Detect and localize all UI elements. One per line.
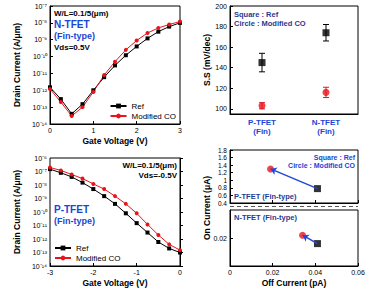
svg-text:Vds=0.5V: Vds=0.5V <box>54 43 90 52</box>
svg-text:10⁻¹³: 10⁻¹³ <box>33 249 48 256</box>
svg-text:Vds=-0.5V: Vds=-0.5V <box>139 171 178 180</box>
svg-text:10⁻⁹: 10⁻⁹ <box>34 195 47 202</box>
svg-text:10⁻¹²: 10⁻¹² <box>33 87 48 94</box>
svg-text:P-TFET: P-TFET <box>54 204 89 215</box>
svg-text:N-TFET: N-TFET <box>54 19 90 30</box>
svg-text:1: 1 <box>223 177 227 184</box>
svg-text:(Fin): (Fin) <box>253 127 271 136</box>
svg-text:1.2: 1.2 <box>218 169 227 176</box>
svg-text:Square : Ref: Square : Ref <box>234 10 279 19</box>
svg-text:1: 1 <box>91 127 95 134</box>
svg-text:10⁻¹²: 10⁻¹² <box>33 236 48 243</box>
svg-text:3: 3 <box>178 127 182 134</box>
svg-text:Gate Voltage (V): Gate Voltage (V) <box>82 136 147 146</box>
svg-text:-1: -1 <box>134 269 140 276</box>
svg-text:N-TFET: N-TFET <box>312 118 341 127</box>
svg-text:200: 200 <box>215 3 227 10</box>
svg-text:10⁻¹³: 10⁻¹³ <box>33 104 48 111</box>
svg-text:Modified CO: Modified CO <box>132 112 176 121</box>
svg-text:10⁻⁷: 10⁻⁷ <box>35 3 48 10</box>
svg-text:0.02: 0.02 <box>266 269 280 276</box>
svg-text:0.8: 0.8 <box>218 184 227 191</box>
svg-text:0.06: 0.06 <box>351 269 365 276</box>
svg-text:1.4: 1.4 <box>218 162 227 169</box>
svg-text:Ref: Ref <box>132 102 145 111</box>
svg-text:Drain Current (A/μm): Drain Current (A/μm) <box>12 23 22 107</box>
svg-text:-3: -3 <box>47 269 53 276</box>
svg-text:(Fin-type): (Fin-type) <box>54 31 95 41</box>
svg-text:W/L=0.1/5(μm): W/L=0.1/5(μm) <box>54 9 109 18</box>
svg-text:10⁻¹⁴: 10⁻¹⁴ <box>32 263 47 270</box>
svg-text:0.6: 0.6 <box>218 192 227 199</box>
svg-text:10⁻¹¹: 10⁻¹¹ <box>33 70 48 77</box>
svg-text:Square : Ref: Square : Ref <box>314 154 356 162</box>
svg-text:0: 0 <box>178 269 182 276</box>
svg-text:(Fin): (Fin) <box>317 127 335 136</box>
svg-text:N-TFET (Fin-type): N-TFET (Fin-type) <box>234 213 297 222</box>
svg-text:Circle : Modified CO: Circle : Modified CO <box>234 19 306 28</box>
svg-text:120: 120 <box>215 85 227 92</box>
svg-text:0: 0 <box>48 127 52 134</box>
svg-text:1.8: 1.8 <box>218 147 227 154</box>
svg-text:P-TFET: P-TFET <box>248 118 276 127</box>
svg-text:-2: -2 <box>90 269 96 276</box>
svg-text:10⁻¹¹: 10⁻¹¹ <box>33 222 48 229</box>
svg-text:Drain Current (A/μm): Drain Current (A/μm) <box>12 170 22 254</box>
svg-text:On Current (μA): On Current (μA) <box>202 176 212 240</box>
svg-text:10⁻⁹: 10⁻⁹ <box>34 36 47 43</box>
svg-text:140: 140 <box>215 64 227 71</box>
svg-text:0: 0 <box>228 269 232 276</box>
svg-text:0.4: 0.4 <box>218 200 227 207</box>
svg-text:180: 180 <box>215 23 227 30</box>
svg-text:W/L=0.1/5(μm): W/L=0.1/5(μm) <box>123 161 178 170</box>
svg-text:0.02: 0.02 <box>213 235 227 242</box>
svg-text:10⁻⁷: 10⁻⁷ <box>35 168 48 175</box>
svg-text:S.S (mV/dec): S.S (mV/dec) <box>202 34 212 86</box>
svg-text:10⁻⁸: 10⁻⁸ <box>34 19 47 26</box>
svg-text:10⁻⁶: 10⁻⁶ <box>34 155 47 162</box>
svg-text:Off Current (pA): Off Current (pA) <box>262 278 327 288</box>
svg-text:Modified CO: Modified CO <box>76 254 120 263</box>
svg-text:(Fin-type): (Fin-type) <box>54 216 95 226</box>
svg-text:Gate Voltage (V): Gate Voltage (V) <box>82 278 147 288</box>
svg-text:160: 160 <box>215 44 227 51</box>
svg-text:1.6: 1.6 <box>218 154 227 161</box>
svg-text:100: 100 <box>215 105 227 112</box>
svg-text:2: 2 <box>135 127 139 134</box>
svg-text:Ref: Ref <box>76 244 89 253</box>
svg-text:10⁻⁸: 10⁻⁸ <box>34 182 47 189</box>
svg-text:Circle : Modified CO: Circle : Modified CO <box>288 162 355 169</box>
svg-text:10⁻¹⁰: 10⁻¹⁰ <box>33 209 48 216</box>
svg-text:0.04: 0.04 <box>309 269 323 276</box>
svg-text:10⁻¹⁴: 10⁻¹⁴ <box>32 121 47 128</box>
svg-text:10⁻¹⁰: 10⁻¹⁰ <box>33 53 48 60</box>
svg-text:P-TFET (Fin-type): P-TFET (Fin-type) <box>234 192 297 201</box>
